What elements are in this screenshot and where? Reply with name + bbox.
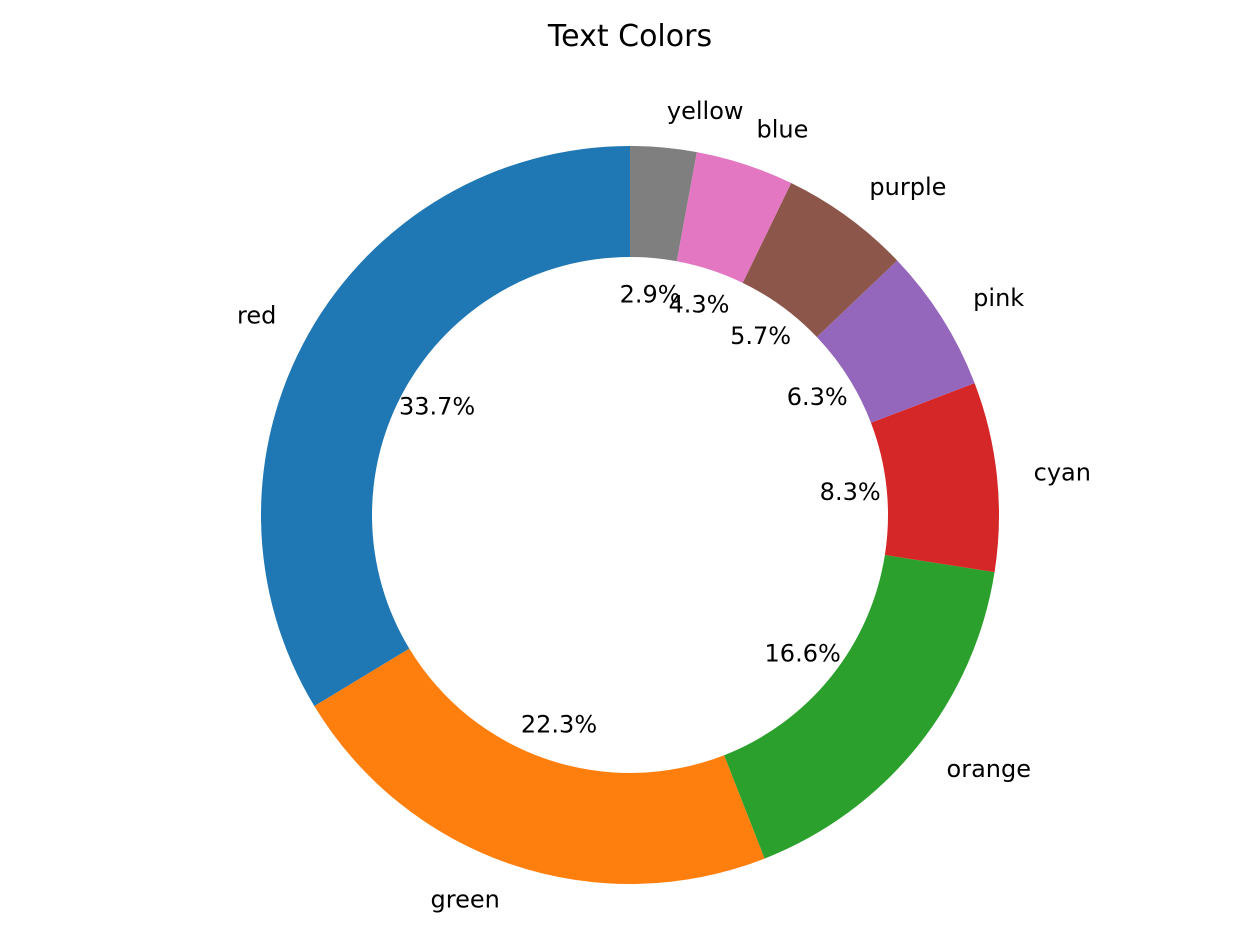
pct-label-pink: 6.3% — [787, 383, 848, 411]
slice-label-red: red — [237, 302, 276, 330]
slice-purple — [742, 183, 898, 338]
labels-group: red 33.7% green 22.3% orange 16.6% cyan 8.3% pin… — [237, 97, 1091, 914]
slice-label-blue: blue — [757, 115, 809, 143]
slice-yellow — [630, 146, 697, 262]
slice-label-yellow: yellow — [667, 97, 744, 125]
pct-label-orange: 16.6% — [765, 640, 841, 668]
slice-label-green: green — [431, 885, 500, 913]
slice-pink — [816, 260, 975, 423]
pct-label-purple: 5.7% — [730, 322, 791, 350]
slices-group — [260, 146, 1000, 884]
pct-label-red: 33.7% — [399, 392, 475, 420]
slice-green — [314, 648, 765, 884]
chart-title: Text Colors — [547, 19, 712, 54]
slice-red — [260, 146, 630, 707]
slice-label-cyan: cyan — [1034, 458, 1091, 486]
pct-label-yellow: 2.9% — [620, 281, 681, 309]
slice-label-pink: pink — [973, 284, 1024, 312]
slice-cyan — [870, 383, 1000, 573]
slice-label-purple: purple — [869, 173, 946, 201]
slice-blue — [676, 152, 792, 283]
pct-label-green: 22.3% — [521, 711, 597, 739]
pct-label-blue: 4.3% — [669, 291, 730, 319]
slice-orange — [724, 554, 995, 859]
slice-label-orange: orange — [947, 755, 1031, 783]
pct-label-cyan: 8.3% — [820, 478, 881, 506]
